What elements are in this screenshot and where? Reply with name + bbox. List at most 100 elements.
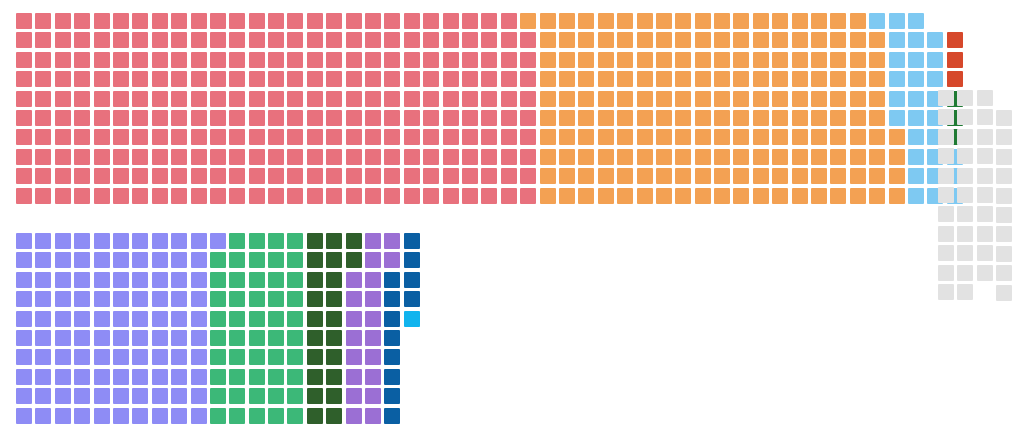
seat-orange[interactable] [655,13,672,29]
seat-periwinkle[interactable] [35,349,52,366]
seat-orange[interactable] [539,71,556,88]
seat-salmon_red[interactable] [229,90,246,107]
seat-salmon_red[interactable] [268,71,285,88]
seat-periwinkle[interactable] [112,291,129,308]
seat-orange[interactable] [617,187,634,204]
seat-salmon_red[interactable] [423,13,440,29]
seat-salmon_red[interactable] [248,148,265,165]
seat-salmon_red[interactable] [423,32,440,49]
seat-orange[interactable] [675,71,692,88]
seat-salmon_red[interactable] [365,187,382,204]
seat-salmon_red[interactable] [93,109,110,126]
seat-orange[interactable] [655,187,672,204]
seat-salmon_red[interactable] [500,13,517,29]
seat-salmon_red[interactable] [500,109,517,126]
seat-orange[interactable] [558,187,575,204]
seat-forest_green[interactable] [326,388,343,405]
seat-grey_empty[interactable] [996,110,1012,126]
seat-periwinkle[interactable] [151,407,168,424]
seat-orange[interactable] [675,32,692,49]
seat-light_blue[interactable] [888,90,905,107]
seat-orange[interactable] [694,148,711,165]
seat-medium_green[interactable] [268,407,285,424]
seat-salmon_red[interactable] [151,90,168,107]
seat-light_blue[interactable] [888,32,905,49]
seat-forest_green[interactable] [326,233,343,249]
seat-orange[interactable] [636,187,653,204]
seat-periwinkle[interactable] [132,291,149,308]
seat-salmon_red[interactable] [209,168,226,185]
seat-navy_blue[interactable] [384,388,401,405]
seat-salmon_red[interactable] [74,148,91,165]
seat-cyan[interactable] [403,310,420,327]
seat-light_blue[interactable] [888,71,905,88]
seat-brick_red[interactable] [946,71,963,88]
seat-salmon_red[interactable] [384,168,401,185]
seat-orange[interactable] [675,187,692,204]
seat-salmon_red[interactable] [112,90,129,107]
seat-medium_green[interactable] [287,271,304,288]
seat-salmon_red[interactable] [326,90,343,107]
seat-salmon_red[interactable] [326,187,343,204]
seat-salmon_red[interactable] [345,168,362,185]
seat-medium_purple[interactable] [345,329,362,346]
seat-orange[interactable] [617,168,634,185]
seat-orange[interactable] [791,129,808,146]
seat-orange[interactable] [597,187,614,204]
seat-salmon_red[interactable] [461,71,478,88]
seat-salmon_red[interactable] [54,168,71,185]
seat-medium_purple[interactable] [365,407,382,424]
seat-orange[interactable] [714,109,731,126]
seat-grey_empty[interactable] [938,186,954,203]
seat-orange[interactable] [578,90,595,107]
seat-salmon_red[interactable] [481,129,498,146]
seat-salmon_red[interactable] [112,129,129,146]
seat-salmon_red[interactable] [229,13,246,29]
seat-salmon_red[interactable] [365,51,382,68]
seat-salmon_red[interactable] [93,90,110,107]
seat-forest_green[interactable] [326,368,343,385]
seat-periwinkle[interactable] [190,271,207,288]
seat-orange[interactable] [714,71,731,88]
seat-navy_blue[interactable] [384,291,401,308]
seat-orange[interactable] [714,148,731,165]
seat-periwinkle[interactable] [93,310,110,327]
seat-orange[interactable] [752,13,769,29]
seat-periwinkle[interactable] [35,310,52,327]
seat-salmon_red[interactable] [500,148,517,165]
seat-orange[interactable] [811,187,828,204]
seat-salmon_red[interactable] [442,109,459,126]
seat-salmon_red[interactable] [423,90,440,107]
seat-salmon_red[interactable] [403,51,420,68]
seat-grey_empty[interactable] [957,128,974,145]
seat-periwinkle[interactable] [151,233,168,249]
seat-medium_green[interactable] [209,252,226,269]
seat-medium_green[interactable] [229,349,246,366]
seat-medium_green[interactable] [248,407,265,424]
seat-salmon_red[interactable] [54,71,71,88]
seat-forest_green[interactable] [306,310,323,327]
seat-orange[interactable] [578,129,595,146]
seat-light_blue[interactable] [888,51,905,68]
seat-orange[interactable] [617,13,634,29]
seat-medium_green[interactable] [268,252,285,269]
seat-orange[interactable] [733,168,750,185]
seat-forest_green[interactable] [326,310,343,327]
seat-salmon_red[interactable] [306,51,323,68]
seat-periwinkle[interactable] [190,407,207,424]
seat-orange[interactable] [752,51,769,68]
seat-salmon_red[interactable] [151,13,168,29]
seat-light_blue[interactable] [907,148,924,165]
seat-salmon_red[interactable] [403,90,420,107]
seat-salmon_red[interactable] [190,13,207,29]
seat-periwinkle[interactable] [190,252,207,269]
seat-orange[interactable] [694,32,711,49]
seat-salmon_red[interactable] [151,168,168,185]
seat-grey_empty[interactable] [996,206,1012,223]
seat-salmon_red[interactable] [171,148,188,165]
seat-forest_green[interactable] [306,388,323,405]
seat-salmon_red[interactable] [35,109,52,126]
seat-orange[interactable] [694,90,711,107]
seat-periwinkle[interactable] [93,407,110,424]
seat-grey_empty[interactable] [938,148,954,165]
